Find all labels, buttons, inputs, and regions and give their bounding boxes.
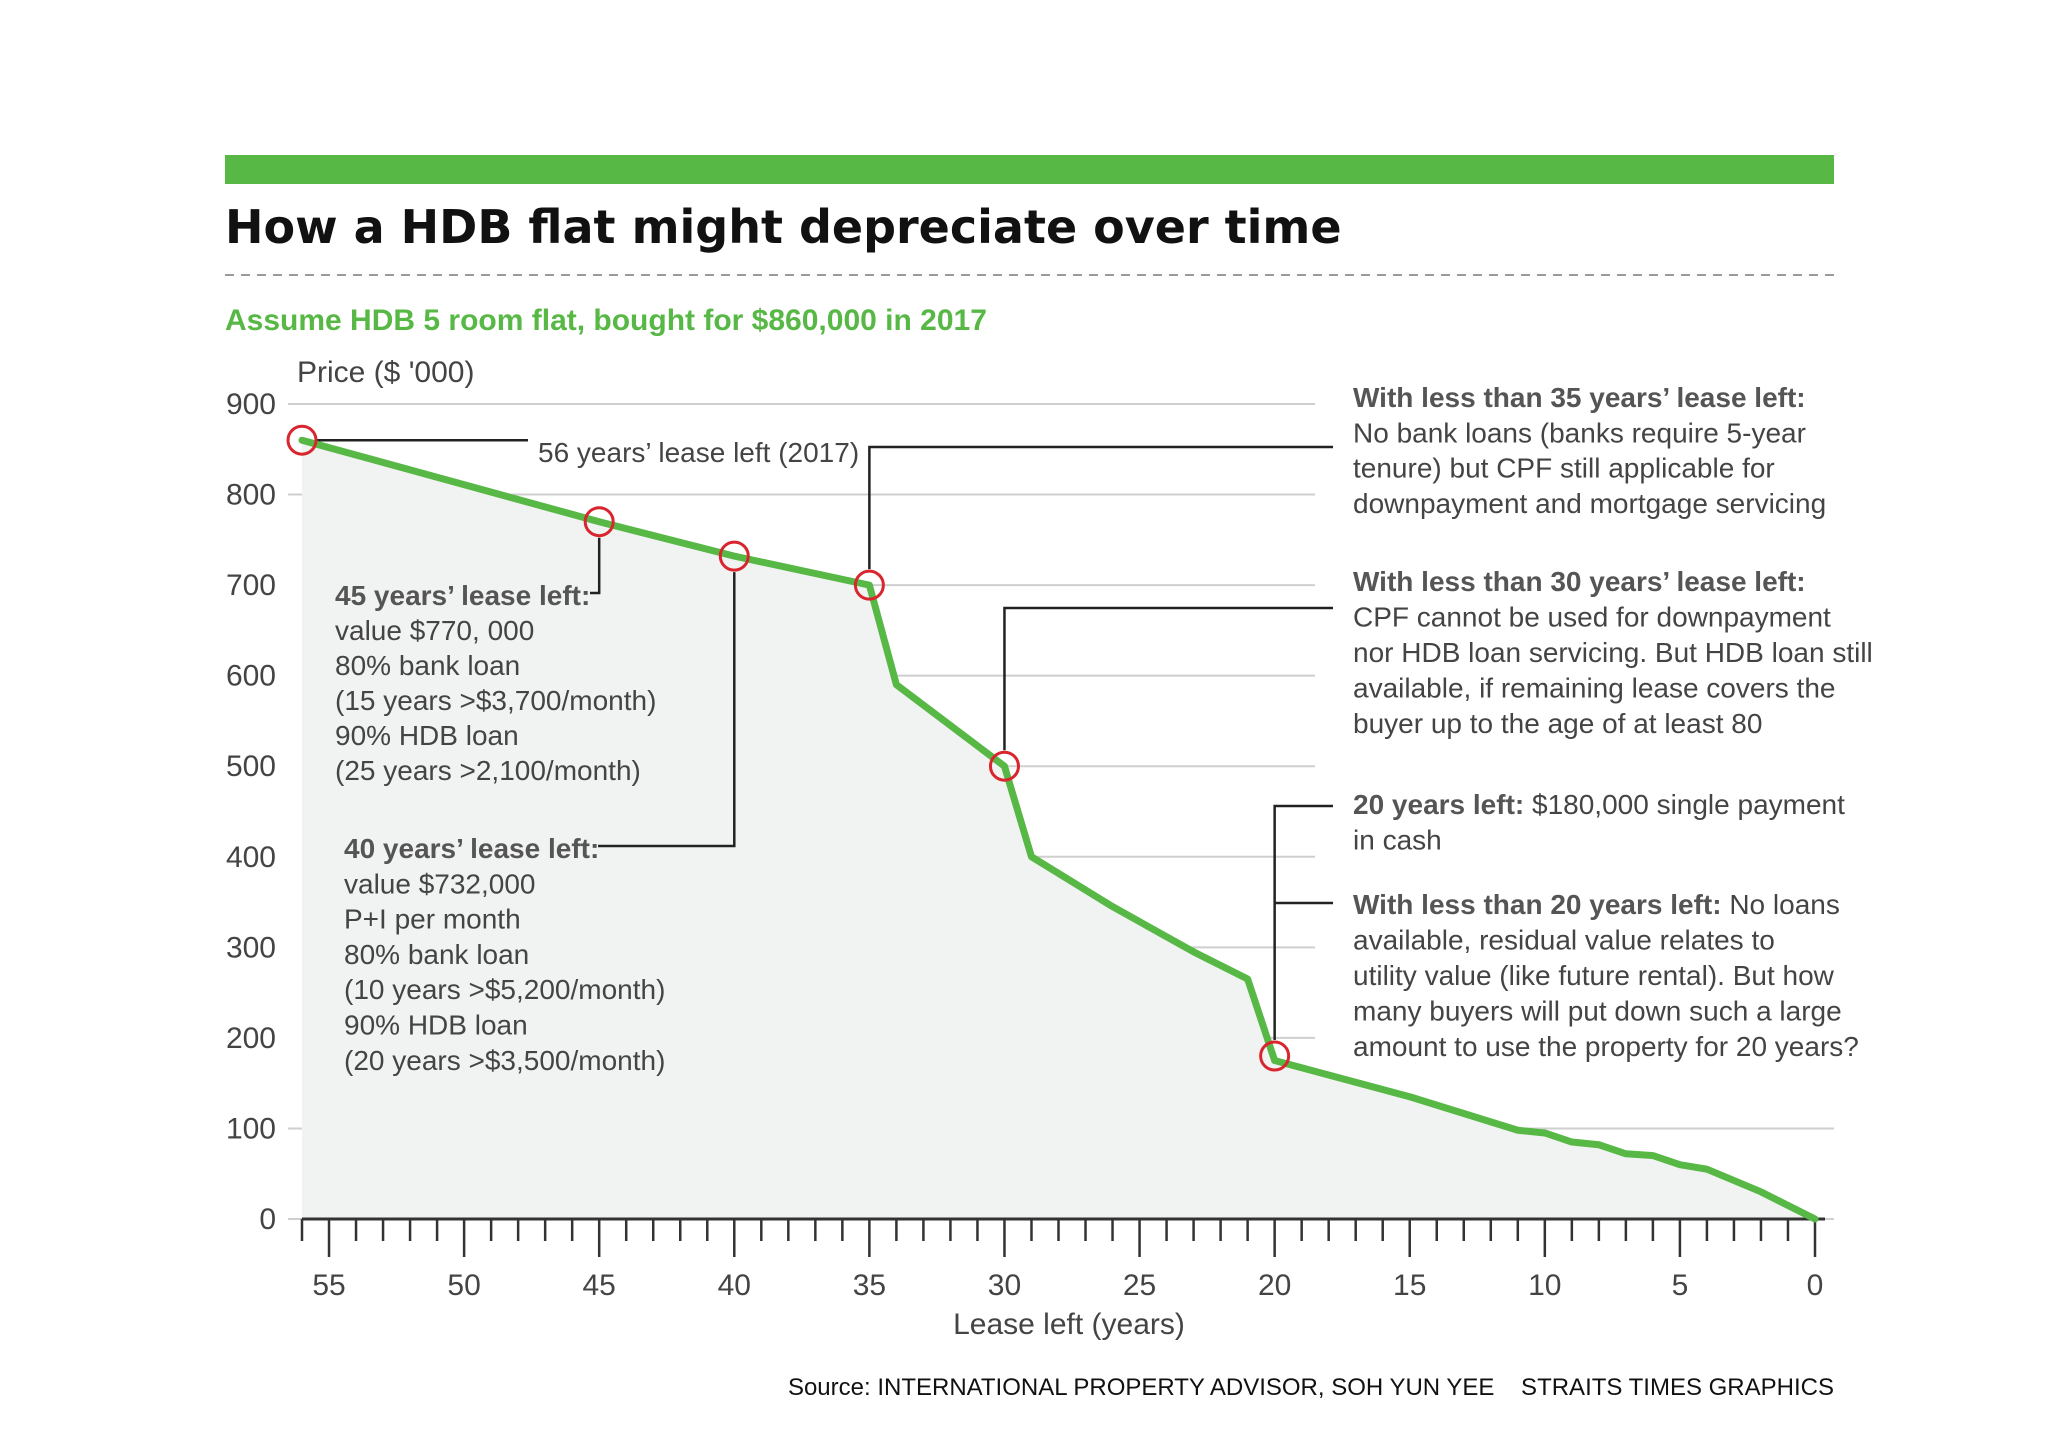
- annotation-text: downpayment and mortgage servicing: [1353, 488, 1826, 519]
- x-tick-label: 25: [1123, 1269, 1156, 1302]
- annotation-a30: With less than 30 years’ lease left: CPF …: [1353, 566, 1873, 739]
- annotation-text: No loans: [1729, 889, 1840, 920]
- annotation-text: (20 years >$3,500/month): [344, 1045, 665, 1076]
- annotation-text: in cash: [1353, 825, 1442, 856]
- annotation-text: $180,000 single payment: [1532, 789, 1845, 820]
- data-point-marker: [1259, 1040, 1291, 1072]
- annotation-text: CPF cannot be used for downpayment: [1353, 602, 1831, 633]
- annotation-text: (10 years >$5,200/month): [344, 974, 665, 1005]
- annotation-a20: 20 years left: $180,000 single payment in…: [1353, 789, 1845, 856]
- x-tick-label: 10: [1528, 1269, 1561, 1302]
- annotation-text: 20 years left:: [1353, 789, 1532, 820]
- x-tick-label: 45: [583, 1269, 616, 1302]
- annotation-a56: 56 years’ lease left (2017): [538, 437, 859, 468]
- annotation-a20b: With less than 20 years left: No loans av…: [1353, 889, 1859, 1062]
- annotation-text: With less than 35 years’ lease left:: [1353, 382, 1806, 413]
- x-tick-label: 40: [718, 1269, 751, 1302]
- annotation-text: available, residual value relates to: [1353, 925, 1775, 956]
- x-tick-label: 15: [1393, 1269, 1426, 1302]
- y-tick-label: 800: [226, 479, 276, 512]
- data-point-marker: [718, 540, 750, 572]
- y-tick-label: 900: [226, 388, 276, 421]
- price-line: [298, 436, 1819, 1223]
- top-accent-bar: [225, 155, 1834, 184]
- area-fill: [302, 440, 1815, 1219]
- annotation-text: (25 years >2,100/month): [335, 755, 641, 786]
- chart-title: How a HDB flat might depreciate over tim…: [225, 200, 1342, 254]
- annotation-a40: 40 years’ lease left: value $732,000 P+I p…: [344, 833, 665, 1076]
- annotation-text: No bank loans (banks require 5-year: [1353, 417, 1806, 448]
- annotation-text: 56 years’ lease left (2017): [538, 437, 859, 468]
- annotation-text: 45 years’ lease left:: [335, 580, 590, 611]
- x-tick-label: 5: [1672, 1269, 1689, 1302]
- annotation-text: nor HDB loan servicing. But HDB loan sti…: [1353, 637, 1873, 668]
- x-tick-label: 20: [1258, 1269, 1291, 1302]
- annotation-a45: 45 years’ lease left: value $770, 000 80% …: [335, 580, 656, 786]
- x-axis-label: Lease left (years): [953, 1308, 1185, 1341]
- y-tick-label: 400: [226, 841, 276, 874]
- annotation-text: available, if remaining lease covers the: [1353, 673, 1835, 704]
- annotation-a35: With less than 35 years’ lease left: No b…: [1353, 382, 1826, 519]
- annotation-text: 80% bank loan: [344, 939, 529, 970]
- x-tick-label: 35: [853, 1269, 886, 1302]
- y-tick-label: 300: [226, 931, 276, 964]
- leader-35: [868, 445, 1333, 570]
- annotation-text: 80% bank loan: [335, 650, 520, 681]
- annotation-text: 90% HDB loan: [335, 720, 519, 751]
- data-point-marker: [988, 750, 1020, 782]
- annotation-text: tenure) but CPF still applicable for: [1353, 453, 1775, 484]
- leader-20: [1273, 804, 1333, 1040]
- y-tick-label: 700: [226, 569, 276, 602]
- leader-30: [1003, 606, 1333, 751]
- leader-45: [590, 537, 601, 595]
- leader-40: [598, 572, 736, 848]
- x-tick-label: 30: [988, 1269, 1021, 1302]
- source-credit: Source: INTERNATIONAL PROPERTY ADVISOR, …: [788, 1374, 1834, 1401]
- data-point-marker: [583, 506, 615, 538]
- annotation-text: P+I per month: [344, 904, 521, 935]
- y-tick-label: 100: [226, 1112, 276, 1145]
- annotation-text: (15 years >$3,700/month): [335, 685, 656, 716]
- y-tick-label: 0: [259, 1203, 276, 1236]
- y-axis-label: Price ($ '000): [297, 356, 474, 389]
- annotation-text: With less than 30 years’ lease left:: [1353, 566, 1806, 597]
- chart-subtitle: Assume HDB 5 room flat, bought for $860,…: [225, 304, 987, 337]
- annotation-text: value $770, 000: [335, 615, 534, 646]
- y-tick-label: 600: [226, 660, 276, 693]
- annotation-text: With less than 20 years left:: [1353, 889, 1729, 920]
- annotation-text: many buyers will put down such a large: [1353, 996, 1842, 1027]
- y-tick-label: 200: [226, 1022, 276, 1055]
- y-tick-label: 500: [226, 750, 276, 783]
- x-tick-label: 0: [1807, 1269, 1824, 1302]
- annotation-text: 40 years’ lease left:: [344, 833, 599, 864]
- annotation-text: value $732,000: [344, 868, 536, 899]
- annotation-text: buyer up to the age of at least 80: [1353, 708, 1762, 739]
- annotation-text: amount to use the property for 20 years?: [1353, 1031, 1859, 1062]
- x-tick-label: 55: [312, 1269, 345, 1302]
- annotation-text: 90% HDB loan: [344, 1010, 528, 1041]
- annotation-text: utility value (like future rental). But …: [1353, 960, 1835, 991]
- data-point-marker: [853, 569, 885, 601]
- data-point-marker: [286, 424, 318, 456]
- x-tick-label: 50: [447, 1269, 480, 1302]
